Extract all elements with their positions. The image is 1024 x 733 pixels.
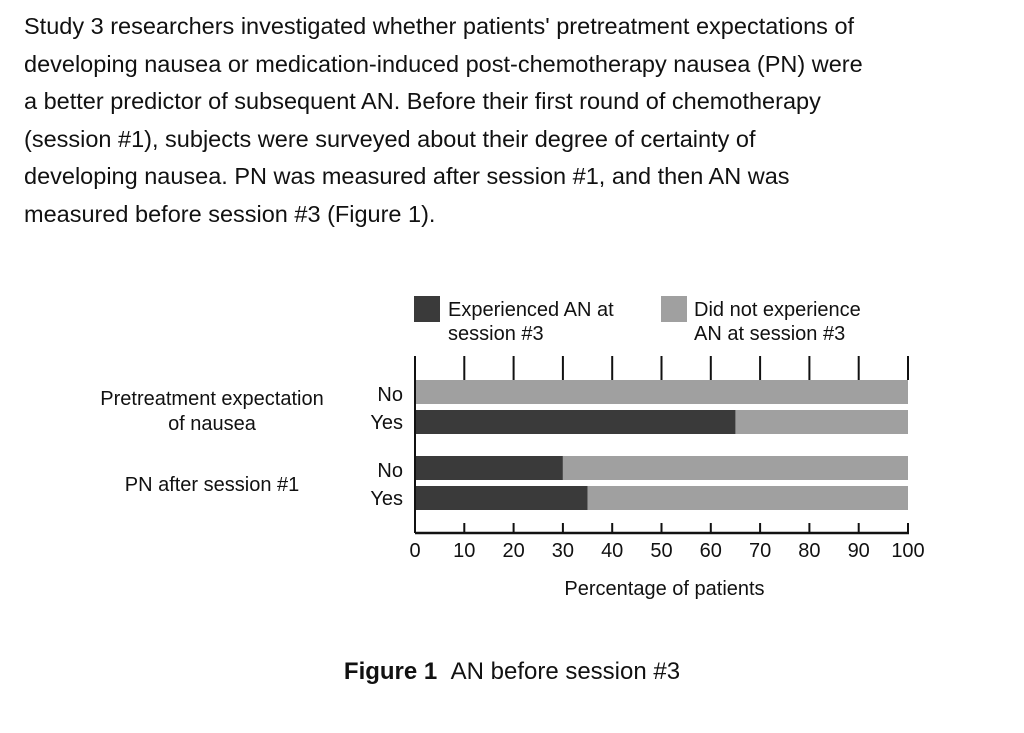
- passage-line: (session #1), subjects were surveyed abo…: [24, 125, 756, 152]
- legend-label: Experienced AN at: [448, 299, 614, 321]
- x-tick-label: 50: [650, 540, 672, 562]
- figure-label: Figure 1: [343, 658, 438, 685]
- group-label: of nausea: [168, 413, 257, 435]
- x-tick-label: 90: [848, 540, 870, 562]
- x-tick-label: 70: [749, 540, 771, 562]
- passage-line: measured before session #3 (Figure 1).: [24, 200, 436, 227]
- row-label: Yes: [370, 412, 403, 434]
- legend-swatch: [661, 296, 687, 322]
- legend-label: AN at session #3: [694, 323, 845, 345]
- legend-label: session #3: [448, 323, 544, 345]
- bar-no-an: [587, 486, 908, 510]
- x-tick-label: 30: [552, 540, 574, 562]
- group-label: Pretreatment expectation: [100, 388, 323, 410]
- passage-line: developing nausea. PN was measured after…: [24, 163, 790, 190]
- x-tick-label: 100: [891, 540, 924, 562]
- passage-line: Study 3 researchers investigated whether…: [24, 13, 855, 39]
- bar-experienced-an: [415, 486, 588, 510]
- x-tick-label: 20: [502, 540, 524, 562]
- passage-line: a better predictor of subsequent AN. Bef…: [24, 88, 821, 115]
- x-tick-label: 60: [700, 540, 722, 562]
- row-label: No: [377, 460, 403, 482]
- x-axis-label: Percentage of patients: [564, 578, 764, 600]
- x-tick-label: 40: [601, 540, 623, 562]
- legend-label: Did not experience: [694, 299, 861, 321]
- row-label: Yes: [370, 488, 403, 510]
- bar-no-an: [735, 410, 908, 434]
- figure-caption: Figure 1 AN before session #3: [0, 658, 1024, 686]
- passage-line: developing nausea or medication-induced …: [24, 50, 863, 77]
- x-tick-label: 0: [409, 540, 420, 562]
- row-label: No: [377, 384, 403, 406]
- x-tick-label: 80: [798, 540, 820, 562]
- group-label: PN after session #1: [125, 474, 300, 496]
- bar-no-an: [415, 380, 908, 404]
- legend-swatch: [414, 296, 440, 322]
- x-tick-label: 10: [453, 540, 475, 562]
- passage-text: Study 3 researchers investigated whether…: [24, 8, 1004, 234]
- bar-experienced-an: [415, 456, 563, 480]
- bar-experienced-an: [415, 410, 736, 434]
- figure-title: AN before session #3: [450, 658, 681, 685]
- bar-no-an: [562, 456, 908, 480]
